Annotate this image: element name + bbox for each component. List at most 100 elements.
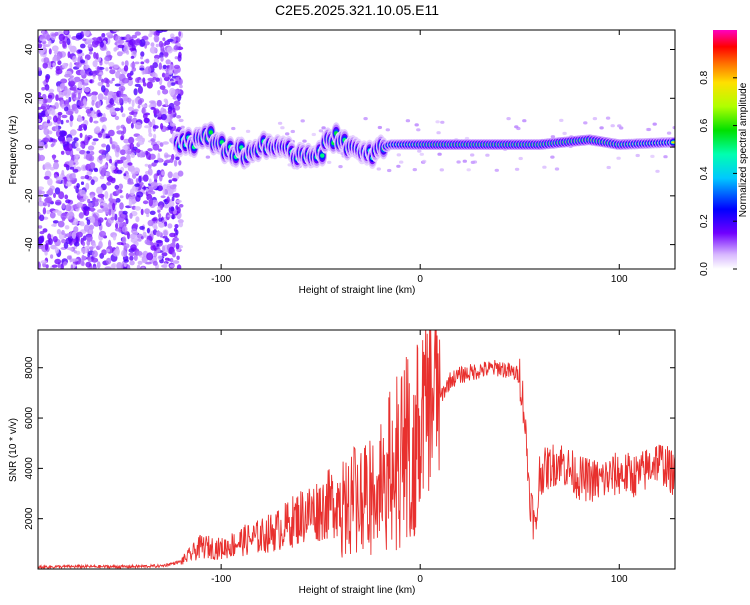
heatmap-noise-cell bbox=[79, 149, 86, 155]
heatmap-noise-cell bbox=[82, 235, 87, 241]
heatmap-noise-cell bbox=[146, 213, 150, 218]
heatmap-noise-cell bbox=[163, 262, 168, 269]
heatmap-noise-cell bbox=[157, 89, 161, 96]
heatmap-noise-cell bbox=[167, 110, 172, 114]
heatmap-noise-cell bbox=[97, 132, 103, 138]
heatmap-noise-cell bbox=[73, 250, 77, 254]
heatmap-speckle-cell bbox=[290, 129, 295, 134]
heatmap-noise-cell bbox=[177, 79, 183, 85]
heatmap-speckle-cell bbox=[363, 117, 368, 121]
heatmap-noise-cell bbox=[38, 154, 45, 161]
heatmap-noise-cell bbox=[170, 82, 176, 86]
heatmap-noise-cell bbox=[89, 246, 94, 251]
heatmap-noise-cell bbox=[152, 125, 159, 129]
heatmap-noise-cell bbox=[84, 209, 90, 216]
heatmap-noise-cell bbox=[48, 238, 53, 246]
heatmap-noise-cell bbox=[158, 40, 164, 48]
heatmap-noise-cell bbox=[83, 65, 89, 70]
heatmap-noise-cell bbox=[144, 125, 151, 129]
heatmap-noise-cell bbox=[41, 103, 48, 109]
heatmap-noise-cell bbox=[137, 238, 142, 242]
y-tick-label: -40 bbox=[24, 237, 35, 252]
heatmap-noise-cell bbox=[62, 138, 66, 145]
heatmap-noise-cell bbox=[162, 141, 169, 145]
heatmap-noise-cell bbox=[117, 39, 125, 44]
heatmap-noise-cell bbox=[39, 231, 45, 235]
heatmap-noise-cell bbox=[115, 223, 119, 229]
heatmap-noise-cell bbox=[148, 178, 152, 185]
heatmap-noise-cell bbox=[173, 64, 180, 69]
heatmap-noise-cell bbox=[45, 196, 52, 203]
heatmap-noise-cell bbox=[62, 90, 70, 97]
heatmap-noise-cell bbox=[164, 237, 170, 243]
heatmap-noise-cell bbox=[69, 45, 77, 53]
heatmap-noise-cell bbox=[140, 51, 145, 57]
heatmap-noise-cell bbox=[134, 206, 141, 211]
heatmap-noise-cell bbox=[52, 154, 56, 161]
heatmap-noise-cell bbox=[130, 152, 136, 158]
heatmap-noise-cell bbox=[142, 77, 146, 83]
heatmap-noise-cell bbox=[77, 116, 83, 123]
heatmap-noise-cell bbox=[132, 223, 139, 229]
heatmap-noise-cell bbox=[172, 260, 180, 264]
heatmap-noise-cell bbox=[179, 84, 183, 89]
heatmap-noise-cell bbox=[169, 257, 174, 263]
heatmap-noise-cell bbox=[171, 240, 176, 248]
heatmap-noise-cell bbox=[69, 119, 73, 128]
heatmap-noise-cell bbox=[91, 91, 98, 96]
heatmap-speckle-cell bbox=[376, 167, 381, 171]
heatmap-noise-cell bbox=[88, 224, 95, 230]
heatmap-noise-cell bbox=[38, 186, 45, 191]
heatmap-speckle-cell bbox=[470, 153, 475, 157]
heatmap-noise-cell bbox=[43, 175, 50, 180]
heatmap-speckle-cell bbox=[387, 168, 392, 173]
heatmap-noise-cell bbox=[89, 162, 96, 170]
heatmap-noise-cell bbox=[38, 67, 42, 72]
heatmap-noise-cell bbox=[76, 202, 83, 208]
heatmap-noise-cell bbox=[140, 61, 145, 65]
heatmap-noise-cell bbox=[123, 65, 129, 72]
heatmap-noise-cell bbox=[80, 181, 85, 185]
heatmap-noise-cell bbox=[151, 218, 158, 222]
heatmap-noise-cell bbox=[126, 264, 131, 269]
heatmap-noise-cell bbox=[57, 220, 65, 228]
heatmap-noise-cell bbox=[98, 74, 102, 81]
heatmap-noise-cell bbox=[169, 264, 175, 268]
heatmap-noise-cell bbox=[129, 111, 135, 116]
heatmap-speckle-cell bbox=[542, 165, 547, 169]
heatmap-noise-cell bbox=[60, 263, 64, 269]
heatmap-noise-cell bbox=[47, 178, 53, 186]
heatmap-noise-cell bbox=[64, 30, 69, 35]
heatmap-noise-cell bbox=[38, 106, 42, 110]
heatmap-noise-cell bbox=[153, 173, 158, 180]
heatmap-noise-cell bbox=[85, 109, 92, 114]
heatmap-noise-cell bbox=[97, 112, 103, 117]
heatmap-noise-cell bbox=[63, 176, 67, 185]
heatmap-noise-cell bbox=[105, 32, 113, 37]
heatmap-noise-cell bbox=[173, 89, 181, 94]
heatmap-noise-cell bbox=[110, 165, 116, 171]
heatmap-noise-cell bbox=[116, 169, 123, 174]
heatmap-noise-cell bbox=[155, 239, 163, 244]
heatmap-noise-cell bbox=[43, 202, 47, 207]
heatmap-noise-cell bbox=[47, 94, 53, 99]
heatmap-noise-cell bbox=[38, 261, 41, 269]
heatmap-noise-cell bbox=[53, 159, 59, 163]
heatmap-noise-cell bbox=[133, 108, 139, 113]
heatmap-noise-cell bbox=[75, 250, 81, 255]
heatmap-noise-cell bbox=[112, 94, 117, 101]
heatmap-noise-cell bbox=[125, 193, 129, 200]
heatmap-noise-cell bbox=[38, 92, 42, 97]
heatmap-noise-cell bbox=[108, 239, 112, 248]
heatmap-noise-cell bbox=[105, 78, 110, 84]
heatmap-noise-cell bbox=[129, 255, 134, 261]
heatmap-noise-cell bbox=[139, 39, 146, 47]
heatmap-noise-cell bbox=[83, 30, 90, 37]
heatmap-speckle-cell bbox=[550, 135, 556, 139]
heatmap-noise-cell bbox=[175, 242, 180, 250]
heatmap-noise-cell bbox=[85, 182, 90, 190]
heatmap-noise-cell bbox=[120, 105, 124, 113]
heatmap-noise-cell bbox=[159, 204, 163, 209]
heatmap-noise-cell bbox=[60, 212, 68, 220]
heatmap-speckle-cell bbox=[338, 165, 343, 169]
